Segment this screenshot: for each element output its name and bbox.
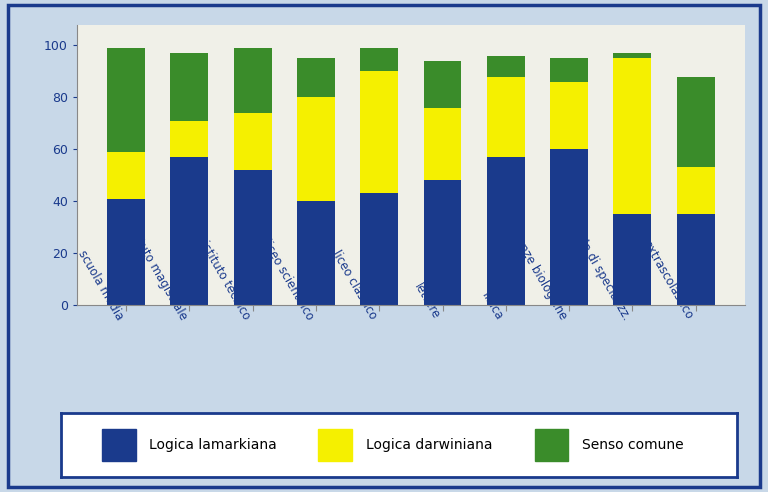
Bar <box>535 429 568 461</box>
Bar <box>108 199 145 305</box>
Bar <box>318 429 352 461</box>
Bar <box>297 201 335 305</box>
Bar <box>360 71 399 193</box>
Bar <box>170 53 208 121</box>
Bar <box>233 113 272 170</box>
Bar <box>297 97 335 201</box>
Bar <box>297 59 335 97</box>
Bar <box>360 193 399 305</box>
Bar <box>677 214 714 305</box>
Bar <box>360 48 399 71</box>
Text: Senso comune: Senso comune <box>582 438 684 452</box>
Bar <box>614 214 651 305</box>
Bar <box>550 82 588 149</box>
Text: Logica lamarkiana: Logica lamarkiana <box>149 438 277 452</box>
Bar <box>487 56 525 77</box>
Bar <box>170 121 208 157</box>
Bar <box>677 77 714 167</box>
Bar <box>423 61 462 108</box>
Bar <box>550 59 588 82</box>
Bar <box>550 149 588 305</box>
Bar <box>108 152 145 199</box>
Bar <box>487 157 525 305</box>
Bar <box>108 48 145 152</box>
Bar <box>423 108 462 181</box>
Bar <box>233 48 272 113</box>
Bar <box>614 53 651 59</box>
Bar <box>423 181 462 305</box>
Bar <box>233 170 272 305</box>
Bar <box>487 77 525 157</box>
Bar <box>102 429 136 461</box>
Bar <box>170 157 208 305</box>
Bar <box>677 167 714 214</box>
Bar <box>614 59 651 214</box>
Text: Logica darwiniana: Logica darwiniana <box>366 438 492 452</box>
